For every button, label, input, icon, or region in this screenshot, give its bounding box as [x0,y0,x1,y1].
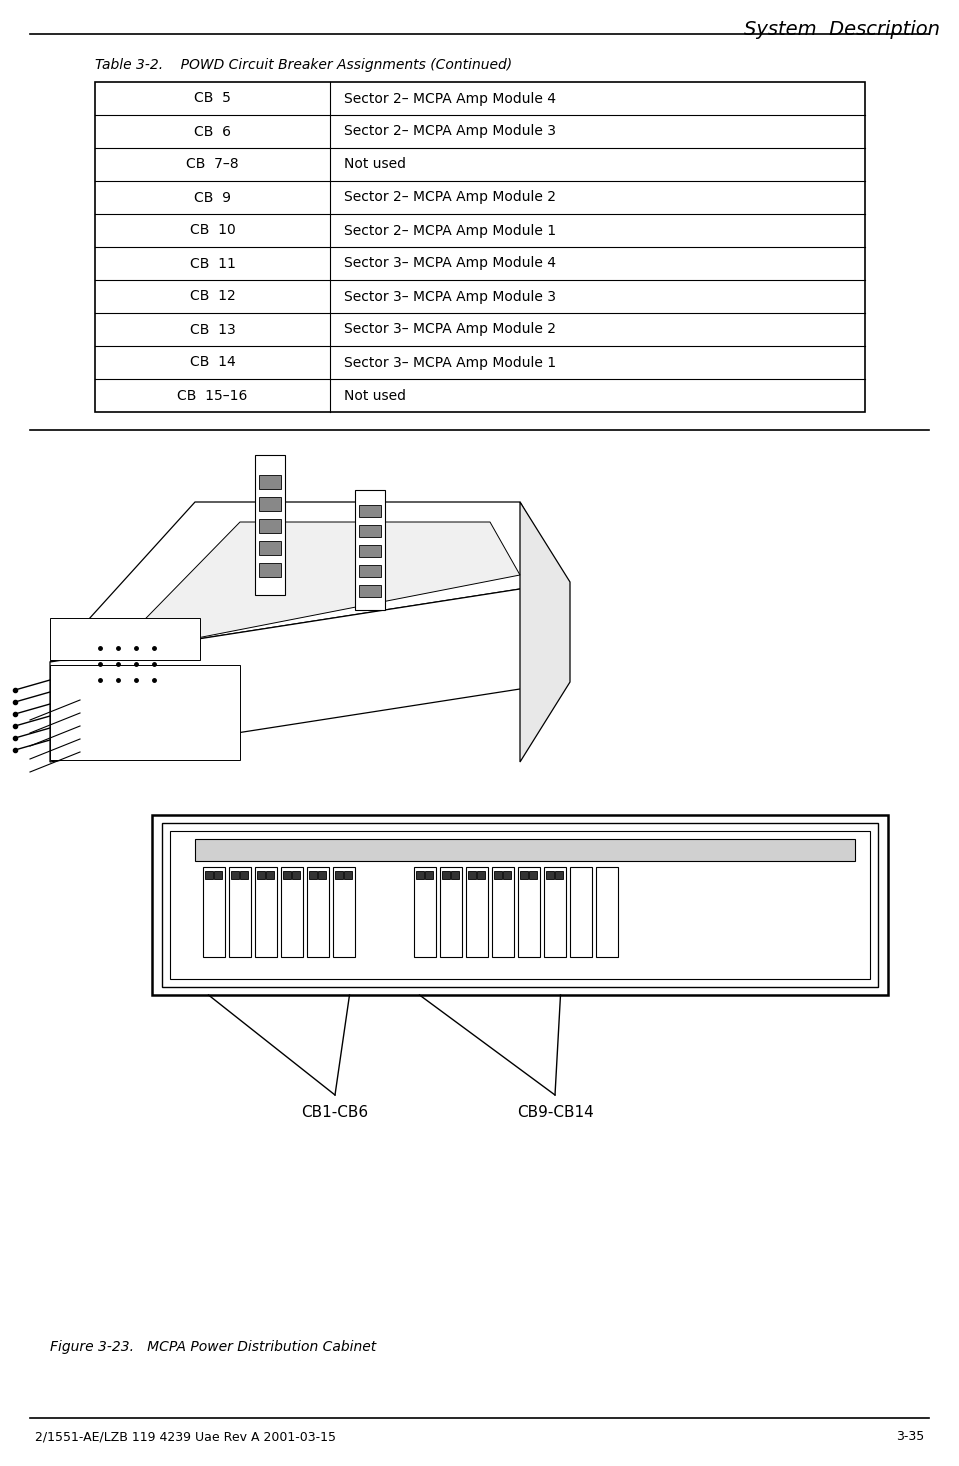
Text: CB  15–16: CB 15–16 [177,388,247,403]
Polygon shape [50,582,565,762]
Text: Table 3-2.    POWD Circuit Breaker Assignments (Continued): Table 3-2. POWD Circuit Breaker Assignme… [95,59,512,72]
Text: Sector 2– MCPA Amp Module 4: Sector 2– MCPA Amp Module 4 [344,91,556,106]
Text: CB  9: CB 9 [194,191,231,204]
Bar [335,871,343,880]
Bar [152,815,888,995]
Bar [416,871,424,880]
Text: Sector 2– MCPA Amp Module 3: Sector 2– MCPA Amp Module 3 [344,125,556,138]
Bar [281,866,303,957]
Text: CB  10: CB 10 [190,223,235,237]
Bar [259,497,281,512]
Bar [529,871,537,880]
Bar [503,871,511,880]
Text: 2/1551-AE/LZB 119 4239 Uae Rev A 2001-03-15: 2/1551-AE/LZB 119 4239 Uae Rev A 2001-03… [35,1429,336,1443]
Text: CB  14: CB 14 [190,355,235,369]
Text: Sector 3– MCPA Amp Module 3: Sector 3– MCPA Amp Module 3 [344,289,556,303]
Bar [414,866,436,957]
Bar [359,504,381,517]
Bar [451,871,459,880]
Text: CB  12: CB 12 [190,289,235,303]
Text: CB  6: CB 6 [194,125,231,138]
Text: CB  5: CB 5 [194,91,231,106]
Bar [596,866,618,957]
Bar [255,866,277,957]
Bar [477,871,485,880]
Bar [355,490,385,610]
Bar [229,866,251,957]
Bar [494,871,502,880]
Bar [266,871,274,880]
Bar [359,525,381,537]
Text: Sector 2– MCPA Amp Module 1: Sector 2– MCPA Amp Module 1 [344,223,556,237]
Bar [307,866,329,957]
Bar [546,871,554,880]
Bar [240,871,248,880]
Text: Not used: Not used [344,388,406,403]
Bar [466,866,488,957]
Bar [203,866,225,957]
Polygon shape [520,501,570,762]
Bar [259,541,281,556]
Bar [292,871,300,880]
Bar [259,563,281,578]
Text: System  Description: System Description [744,21,940,40]
Text: Sector 3– MCPA Amp Module 4: Sector 3– MCPA Amp Module 4 [344,257,556,271]
Text: CB  11: CB 11 [190,257,236,271]
Bar [205,871,213,880]
Bar [440,866,462,957]
Bar [283,871,291,880]
Polygon shape [50,666,240,759]
Bar [442,871,450,880]
Bar [359,564,381,578]
Bar [259,475,281,490]
Bar [570,866,592,957]
Bar [359,585,381,597]
Polygon shape [50,619,200,660]
Bar [257,871,265,880]
Polygon shape [110,522,520,655]
Text: Not used: Not used [344,157,406,172]
Polygon shape [50,501,565,663]
Bar [170,831,870,979]
Bar [518,866,540,957]
Bar [333,866,355,957]
Bar [359,545,381,557]
Text: Sector 3– MCPA Amp Module 1: Sector 3– MCPA Amp Module 1 [344,355,556,369]
Bar [344,871,352,880]
Text: CB  7–8: CB 7–8 [186,157,239,172]
Bar [255,454,285,595]
Bar [214,871,222,880]
Bar [162,822,878,987]
Bar [95,82,865,412]
Text: Sector 3– MCPA Amp Module 2: Sector 3– MCPA Amp Module 2 [344,323,556,337]
Text: CB9-CB14: CB9-CB14 [517,1105,594,1120]
Bar [555,871,563,880]
Bar [309,871,317,880]
Bar [231,871,239,880]
Bar [520,871,528,880]
Bar [425,871,433,880]
Text: Sector 2– MCPA Amp Module 2: Sector 2– MCPA Amp Module 2 [344,191,556,204]
Bar [492,866,514,957]
Bar [318,871,326,880]
Bar [468,871,476,880]
Bar [259,519,281,534]
Bar [195,839,855,861]
Text: CB  13: CB 13 [190,323,235,337]
Text: CB1-CB6: CB1-CB6 [301,1105,368,1120]
Text: 3-35: 3-35 [896,1429,924,1443]
Text: Figure 3-23.   MCPA Power Distribution Cabinet: Figure 3-23. MCPA Power Distribution Cab… [50,1340,376,1355]
Bar [544,866,566,957]
